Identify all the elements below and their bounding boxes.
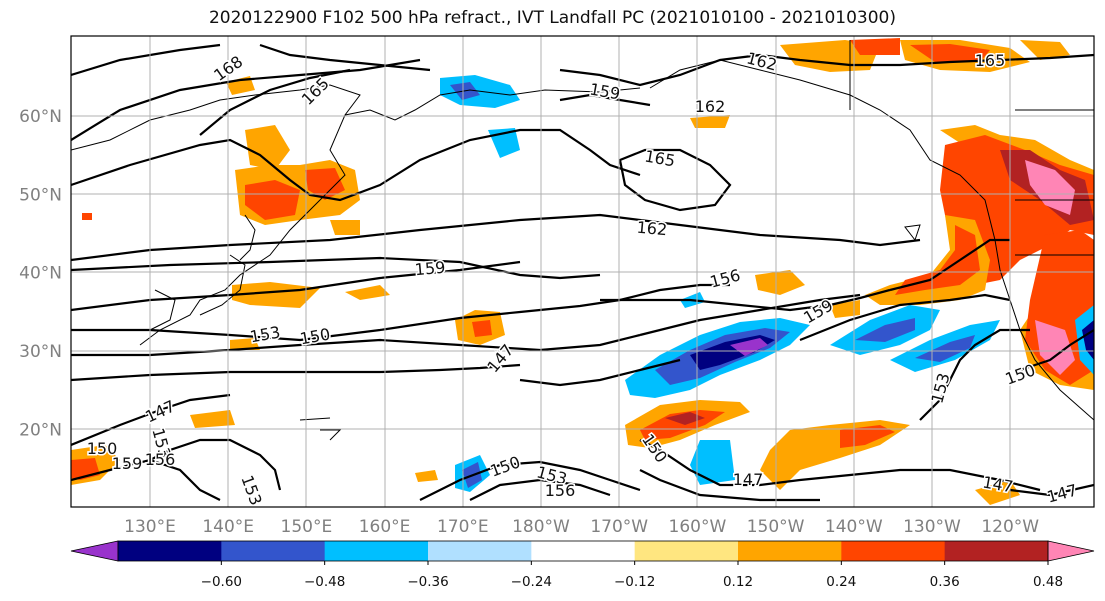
colorbar-segment xyxy=(428,541,532,561)
lon-tick-label: 130°E xyxy=(124,517,176,537)
shaded-field xyxy=(71,38,1094,505)
colorbar-segment xyxy=(738,541,842,561)
lat-tick-label: 20°N xyxy=(19,420,62,440)
colorbar-tick-label: 0.12 xyxy=(723,574,753,590)
colorbar-tick-label: 0.48 xyxy=(1033,574,1063,590)
colorbar-tick-label: −0.24 xyxy=(511,574,552,590)
lat-tick-label: 40°N xyxy=(19,264,62,284)
colorbar-outline xyxy=(117,540,1049,562)
lat-tick-labels: 60°N 50°N 40°N 30°N 20°N xyxy=(19,107,62,440)
grid-lines xyxy=(71,36,1094,507)
contour-lines xyxy=(71,43,1094,502)
map-border xyxy=(70,35,1095,508)
contour-label: 165 xyxy=(975,51,1006,70)
lon-tick-label: 130°W xyxy=(903,517,961,537)
contour-label: 162 xyxy=(636,218,668,240)
lon-tick-label: 160°W xyxy=(669,517,727,537)
lat-tick-label: 60°N xyxy=(19,107,62,127)
lon-tick-label: 140°E xyxy=(202,517,254,537)
colorbar-tick-label: −0.48 xyxy=(304,574,345,590)
colorbar-segment xyxy=(841,541,946,561)
colorbar-tick-label: −0.60 xyxy=(201,574,242,590)
colorbar-segment xyxy=(324,541,429,561)
coastlines xyxy=(71,40,1094,441)
lon-tick-labels: 130°E 140°E 150°E 160°E 170°E 180°W 170°W 160°W… xyxy=(124,517,1039,537)
colorbar-tick-label: 0.36 xyxy=(930,574,960,590)
colorbar-tick-label: 0.24 xyxy=(826,574,856,590)
lon-tick-label: 140°W xyxy=(825,517,883,537)
colorbar-segment xyxy=(634,541,739,561)
colorbar-segment xyxy=(221,541,326,561)
colorbar-segment xyxy=(118,541,222,561)
lat-tick-label: 50°N xyxy=(19,185,62,205)
colorbar-segment xyxy=(944,541,1049,561)
lon-tick-label: 120°W xyxy=(981,517,1039,537)
contour-label: 147 xyxy=(733,470,764,489)
lon-tick-label: 150°W xyxy=(747,517,805,537)
lon-tick-label: 180°W xyxy=(512,517,570,537)
colorbar-segment xyxy=(531,541,636,561)
contour-label: 159 xyxy=(112,454,143,473)
lon-tick-label: 150°E xyxy=(281,517,333,537)
colorbar-tick-label: −0.36 xyxy=(407,574,448,590)
colorbar-tick-label: −0.12 xyxy=(614,574,655,590)
contour-label: 150 xyxy=(87,439,118,458)
colorbar: −0.60 −0.48 −0.36 −0.24 −0.12 0.12 0.24 0.36 0.4… xyxy=(70,540,1095,590)
contour-label: 159 xyxy=(414,258,446,280)
contour-label: 150 xyxy=(488,452,523,480)
contour-label: 156 xyxy=(145,450,176,469)
colorbar-extend-high xyxy=(1047,540,1095,562)
contour-label: 156 xyxy=(545,481,576,500)
colorbar-extend-low xyxy=(70,540,119,562)
chart-title: 2020122900 F102 500 hPa refract., IVT La… xyxy=(208,8,896,28)
lat-tick-label: 30°N xyxy=(19,342,62,362)
lon-tick-label: 170°E xyxy=(437,517,489,537)
contour-label: 162 xyxy=(695,97,726,116)
lon-tick-label: 170°W xyxy=(590,517,648,537)
lon-tick-label: 160°E xyxy=(359,517,411,537)
